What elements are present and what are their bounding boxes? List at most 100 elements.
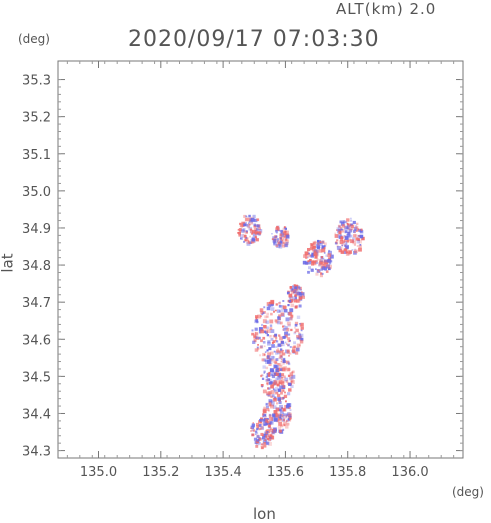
echo-cell [260,345,264,349]
echo-cell [316,242,320,245]
echo-cell [251,230,256,234]
echo-cell [337,234,342,239]
echo-cell [268,401,272,404]
echo-cell [315,249,319,254]
echo-cell [255,224,259,228]
echo-cell [317,243,320,246]
echo-cell [287,304,290,307]
echo-cell [270,435,275,440]
echo-cell [258,227,261,231]
echo-cell [344,236,349,240]
echo-cell [246,223,250,227]
y-tick-label: 34.8 [22,259,51,274]
echo-cell [347,232,351,236]
echo-cell [278,380,283,385]
echo-cell [286,367,291,372]
echo-cell [258,229,263,233]
echo-cell [273,350,276,353]
echo-cell [254,235,257,239]
echo-cell [274,319,278,322]
echo-cell [350,239,354,244]
echo-cell [312,244,316,248]
echo-cell [290,314,294,318]
echo-cell [270,329,275,333]
echo-cell [285,233,288,236]
echo-cell [279,336,283,341]
echo-cell [334,234,339,238]
echo-cell [258,331,262,334]
echo-cell [252,232,257,237]
echo-cell [265,403,268,406]
echo-cell [263,442,266,445]
echo-cell [256,336,260,340]
echo-cell [275,407,280,412]
echo-cell [273,413,278,417]
echo-cell [267,424,271,428]
echo-cell [254,230,258,234]
echo-cell [290,316,293,319]
echo-cell [252,429,256,432]
echo-cell [279,242,282,245]
echo-cell [334,242,338,245]
echo-cell [319,241,322,243]
echo-cell [243,214,247,218]
echo-cell [272,356,276,359]
echo-cell [268,304,272,308]
echo-cell [309,259,312,262]
echo-cell [276,240,279,243]
echo-cell [340,246,343,249]
echo-cell [287,392,291,396]
echo-cell [270,355,274,360]
echo-cell [294,323,298,327]
echo-cell [358,238,360,240]
echo-cell [270,381,273,384]
echo-cell [285,343,288,345]
echo-cell [251,332,254,336]
echo-cell [262,389,267,394]
echo-cell [352,220,356,225]
echo-cell [289,317,293,321]
echo-cell [280,360,283,363]
echo-cell [347,227,351,230]
echo-cell [282,423,286,427]
echo-cell [284,391,286,394]
echo-cell [255,228,259,232]
echo-cell [264,359,267,362]
echo-cell [339,240,344,245]
echo-cell [301,295,305,299]
echo-cell [278,400,282,404]
echo-cell [268,438,271,442]
echo-cell [342,240,345,243]
echo-cell [277,240,281,244]
echo-cell [285,238,288,241]
echo-cell [256,422,259,426]
echo-cell [287,412,291,416]
echo-cell [348,231,351,234]
echo-cell [274,387,279,391]
echo-cell [259,425,264,430]
echo-cell [298,333,302,337]
echo-cell [291,370,295,374]
echo-cell [354,249,358,254]
echo-cell [266,382,269,385]
echo-cell [288,388,292,392]
echo-cell [263,330,267,333]
echo-cell [240,237,243,240]
echo-cell [282,305,287,309]
echo-cell [255,315,259,319]
echo-cell [293,290,295,292]
echo-cell [304,251,309,256]
echo-cell [307,252,310,255]
echo-cell [320,268,324,271]
echo-cell [276,402,279,405]
echo-cell [305,256,308,259]
echo-cell [265,441,270,446]
echo-cell [259,418,262,422]
echo-cell [287,233,289,236]
echo-cell [271,430,276,435]
echo-cell [255,238,259,242]
echo-cell [291,288,294,291]
echo-cell [278,310,281,313]
echo-cell [268,362,272,366]
echo-cell [355,234,358,237]
